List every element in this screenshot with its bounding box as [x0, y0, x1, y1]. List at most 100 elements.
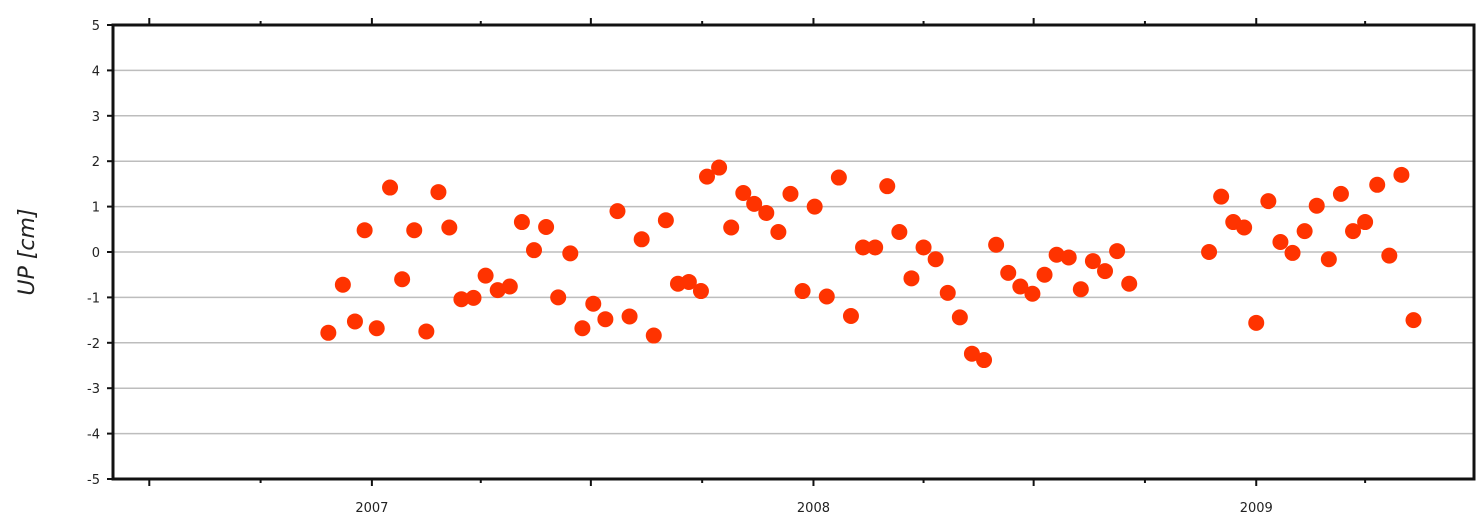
- data-point: [692, 283, 709, 300]
- x-tick-label: 2009: [1240, 501, 1273, 514]
- data-point: [1284, 244, 1301, 261]
- data-point: [1248, 314, 1265, 331]
- data-point: [1393, 166, 1410, 183]
- data-point: [782, 185, 799, 202]
- data-point: [699, 168, 716, 185]
- data-point: [430, 184, 447, 201]
- data-point: [1332, 185, 1349, 202]
- data-point: [830, 169, 847, 186]
- data-point: [621, 308, 638, 325]
- data-point: [465, 289, 482, 306]
- data-point: [988, 236, 1005, 253]
- data-point: [1236, 219, 1253, 236]
- data-point: [1260, 193, 1277, 210]
- data-point: [346, 313, 363, 330]
- data-point: [645, 327, 662, 344]
- data-point: [453, 291, 470, 308]
- data-point: [1084, 253, 1101, 270]
- data-point: [963, 345, 980, 362]
- data-point: [842, 308, 859, 325]
- data-point: [879, 178, 896, 195]
- data-point: [1272, 234, 1289, 251]
- data-point: [680, 273, 697, 290]
- data-point: [770, 224, 787, 241]
- data-point: [585, 295, 602, 312]
- y-tick-label: -5: [87, 473, 100, 488]
- data-point: [1121, 275, 1138, 292]
- data-point: [794, 283, 811, 300]
- data-point: [723, 219, 740, 236]
- y-tick-label: 2: [92, 155, 100, 170]
- x-tick-label: 2007: [355, 501, 388, 514]
- data-point: [939, 284, 956, 301]
- data-point: [927, 251, 944, 268]
- data-point: [1048, 246, 1065, 263]
- data-point: [501, 278, 518, 295]
- data-point: [526, 242, 543, 259]
- data-point: [735, 184, 752, 201]
- data-point: [550, 289, 567, 306]
- data-point: [891, 224, 908, 241]
- data-point: [609, 203, 626, 220]
- data-point: [320, 324, 337, 341]
- y-tick-label: -4: [87, 428, 100, 443]
- data-point: [418, 323, 435, 340]
- data-point: [334, 276, 351, 293]
- data-point: [489, 282, 506, 299]
- data-point: [1012, 278, 1029, 295]
- data-point: [818, 288, 835, 305]
- data-point: [1024, 285, 1041, 302]
- data-point: [1213, 188, 1230, 205]
- data-point: [538, 219, 555, 236]
- y-tick-label: 0: [92, 246, 100, 261]
- grid-lines: [113, 69, 1474, 435]
- data-point: [633, 231, 650, 248]
- data-point: [574, 320, 591, 337]
- y-tick-label: 3: [92, 110, 100, 125]
- data-point: [1201, 244, 1218, 260]
- data-point: [368, 320, 385, 337]
- x-tick-label: 2008: [797, 501, 830, 514]
- data-point: [1320, 251, 1337, 268]
- data-point: [1381, 247, 1398, 264]
- data-point: [394, 271, 411, 288]
- y-tick-label: -3: [87, 382, 100, 397]
- data-point: [1109, 243, 1126, 260]
- data-point: [1000, 264, 1017, 281]
- data-point: [597, 311, 614, 328]
- y-tick-label: 1: [92, 201, 100, 216]
- y-tick-label: 4: [92, 64, 100, 79]
- data-point: [855, 239, 872, 256]
- data-point: [441, 219, 458, 236]
- data-point: [903, 270, 920, 287]
- data-point: [1097, 263, 1114, 280]
- x-axis-ticks: 2007 2008 2009: [148, 18, 1367, 514]
- data-point: [562, 245, 579, 262]
- y-tick-label: -2: [87, 337, 100, 352]
- data-point: [356, 222, 373, 239]
- data-point: [1357, 214, 1374, 231]
- data-point: [513, 214, 530, 231]
- y-axis-ticks: 5 4 3 2 1 0 -1 -2 -3 -4 -5: [87, 19, 113, 488]
- data-point: [1405, 312, 1422, 329]
- data-point: [1369, 176, 1386, 193]
- data-point: [1296, 223, 1313, 240]
- y-axis-label: UP [cm]: [15, 208, 40, 295]
- y-tick-label: 5: [92, 19, 100, 34]
- data-point: [746, 195, 763, 212]
- data-point: [976, 352, 993, 369]
- data-point: [1308, 197, 1325, 214]
- data-point: [1072, 281, 1089, 298]
- data-point: [806, 198, 823, 215]
- data-point: [1036, 266, 1053, 283]
- data-point: [915, 239, 932, 256]
- data-point: [951, 309, 968, 326]
- data-point: [1345, 223, 1362, 240]
- data-points: [320, 159, 1422, 369]
- data-point: [867, 239, 884, 256]
- data-point: [477, 267, 494, 284]
- y-tick-label: -1: [87, 291, 100, 306]
- data-point: [406, 222, 423, 239]
- data-point: [758, 204, 775, 221]
